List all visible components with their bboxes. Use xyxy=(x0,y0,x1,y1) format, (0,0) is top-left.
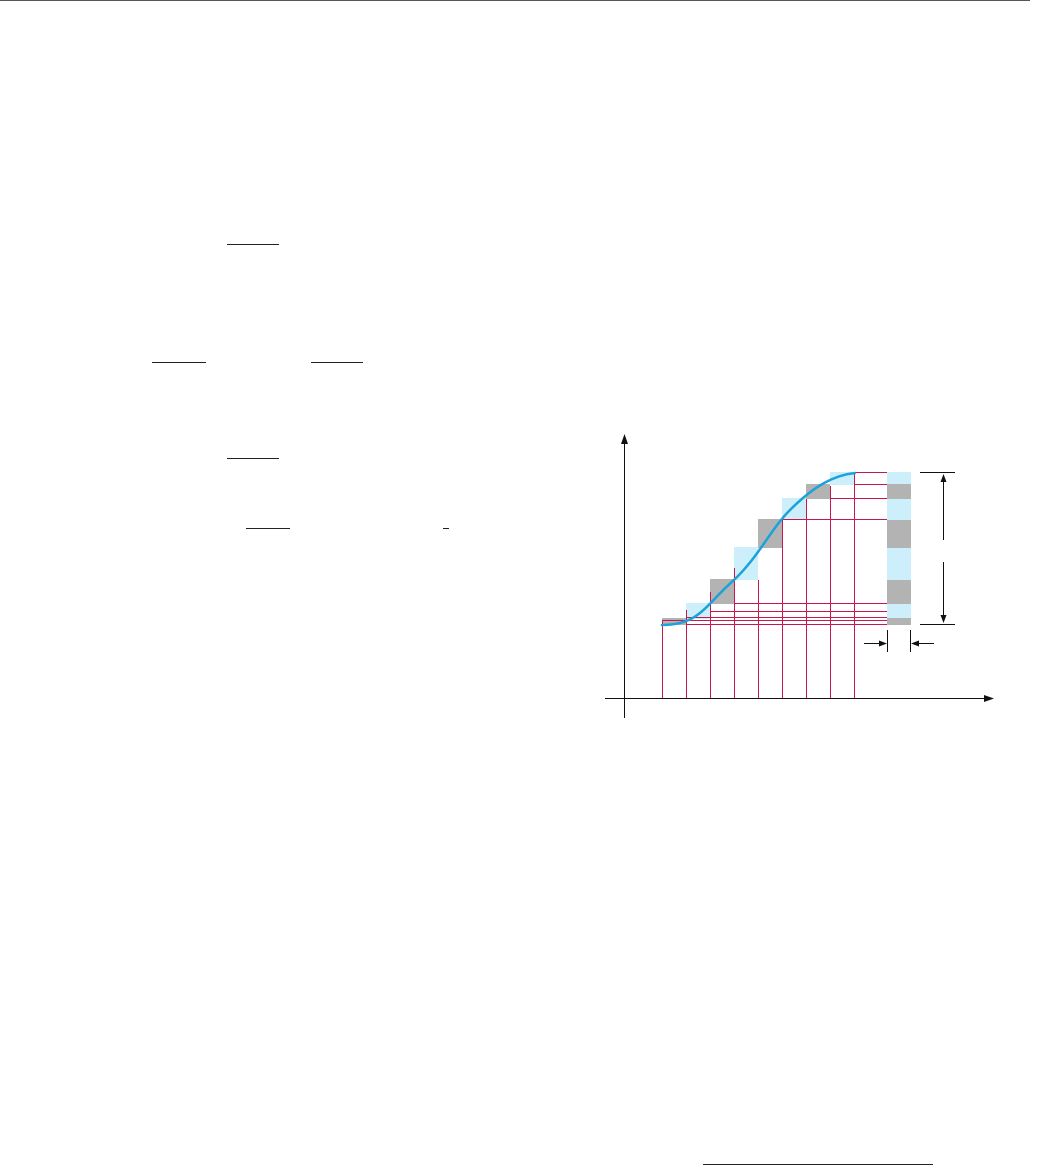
x-axis-arrow xyxy=(984,695,994,702)
step-cell xyxy=(662,618,686,625)
strip-segment xyxy=(887,484,911,499)
strip-segment xyxy=(887,548,911,580)
step-cell xyxy=(686,603,710,619)
step-cell xyxy=(782,498,806,520)
width-arrow-right-head xyxy=(911,640,919,647)
strip-segment xyxy=(887,499,911,520)
fraction-bar-7 xyxy=(703,1164,933,1165)
strip-segment xyxy=(887,618,911,625)
fraction-bar-2 xyxy=(152,362,206,363)
step-cell xyxy=(806,484,830,499)
strip-segment xyxy=(887,580,911,604)
strip-segment xyxy=(887,520,911,548)
fraction-bar-3 xyxy=(311,362,363,363)
axes xyxy=(605,434,994,718)
s-curve xyxy=(660,471,857,627)
fraction-bar-4 xyxy=(227,458,279,459)
fraction-bar-5 xyxy=(246,528,290,529)
fraction-bar-6 xyxy=(443,528,449,529)
vertical-span-arrow-down xyxy=(940,615,947,623)
y-axis-arrow xyxy=(621,434,628,444)
vertical-span-arrow-up xyxy=(940,474,947,482)
right-strip xyxy=(887,472,911,625)
dimension-marks xyxy=(864,472,955,652)
horizontal-sample-lines xyxy=(662,472,887,625)
strip-segment xyxy=(887,604,911,618)
vertical-sample-lines xyxy=(662,474,855,698)
strip-segment xyxy=(887,472,911,484)
page-top-rule xyxy=(0,0,1030,1)
fraction-bar-1 xyxy=(227,244,279,245)
width-arrow-left-head xyxy=(879,640,887,647)
